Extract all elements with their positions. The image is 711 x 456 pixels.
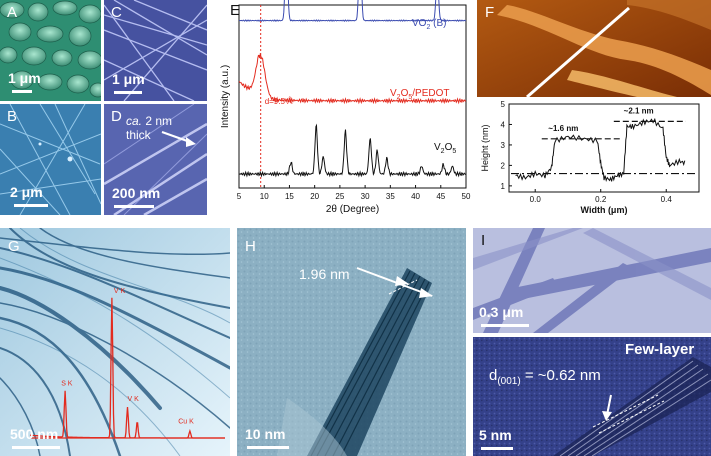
panel-i-d-value: = ~0.62 nm — [520, 367, 601, 384]
panel-f-label: F — [485, 4, 495, 21]
afm-y-axis-label: Height (nm) — [480, 124, 490, 171]
panel-f-svg: 0.0 0.2 0.4 1 2 3 4 5 Width (μm) Height (nm) ~1.6 … — [480, 100, 700, 215]
afm-height-trace — [515, 117, 686, 182]
panel-g-eds-spectrum: V K S K V K Cu K — [29, 288, 225, 439]
panel-e-label: E — [230, 2, 241, 19]
panel-h-spacing-label: 1.96 nm — [299, 266, 350, 282]
afm-x-tick-label: 0.4 — [661, 195, 673, 204]
xrd-plot-frame — [238, 4, 467, 189]
panel-d-tem-image: D ca. 2 nm thick 200 nm — [104, 104, 207, 215]
panel-b-scale-bar — [14, 204, 48, 207]
panel-i-tem-image: I 0.3 μm — [473, 228, 711, 333]
afm-step1-annotation: ~1.6 nm — [548, 124, 578, 133]
panel-i-top-scale-text: 0.3 μm — [479, 304, 524, 320]
panel-i-bottom-scale-text: 5 nm — [479, 427, 512, 443]
xrd-x-tick-label: 10 — [260, 192, 269, 201]
panel-a-label: A — [7, 4, 18, 21]
afm-step2-annotation: ~2.1 nm — [624, 106, 654, 115]
eds-peak-label: V K — [128, 396, 140, 403]
panel-d-arrow — [161, 131, 196, 147]
xrd-x-tick-label: 25 — [335, 192, 344, 201]
panel-i-few-layer-tag: Few-layer — [625, 341, 695, 358]
afm-y-tick-label: 5 — [501, 100, 506, 109]
panel-d-annotation: ca. 2 nm thick — [126, 114, 172, 142]
xrd-series-line — [238, 123, 467, 178]
afm-x-axis-label: Width (μm) — [581, 205, 628, 215]
panel-c-texture — [104, 0, 207, 101]
panel-h-scale-text: 10 nm — [245, 426, 286, 442]
panel-d-scale-bar — [114, 205, 154, 208]
afm-y-tick-label: 3 — [501, 141, 506, 150]
panel-b-label: B — [7, 108, 18, 125]
xrd-x-tick-label: 20 — [310, 192, 319, 201]
panel-i-top-scale-bar — [481, 324, 529, 327]
xrd-d-spacing-annotation: d=9.5 Å — [265, 97, 293, 106]
panel-c-sem-image: C 1 μm — [104, 0, 207, 101]
xrd-x-tick-label: 15 — [285, 192, 294, 201]
xrd-x-tick-label: 40 — [411, 192, 420, 201]
xrd-x-axis-label: 2θ (Degree) — [326, 204, 379, 215]
afm-plot-frame — [508, 103, 700, 193]
panel-i-bottom-scale-bar — [481, 447, 513, 450]
panel-g-scale-bar — [12, 446, 60, 449]
xrd-x-tick-label: 50 — [462, 192, 471, 201]
xrd-series-line — [238, 52, 467, 105]
eds-spectrum-line — [29, 297, 225, 439]
panel-d-annotation-thick: thick — [126, 128, 151, 142]
panel-e-xrd-chart: 5 10 15 20 25 30 35 40 45 50 2θ (Degree) Intensity … — [212, 0, 474, 216]
panel-i-bottom-texture — [473, 337, 711, 456]
panel-d-annotation-ca: ca. — [126, 114, 143, 128]
panel-g-texture — [0, 228, 230, 456]
panel-h-label: H — [245, 238, 256, 255]
panel-i-d-spacing-label: d(001) = ~0.62 nm — [489, 367, 601, 387]
panel-i-hrtem-image: Few-layer d(001) = ~0.62 nm 5 nm — [473, 337, 711, 456]
xrd-x-tick-label: 5 — [237, 192, 242, 201]
panel-c-scale-text: 1 μm — [112, 71, 145, 87]
panel-d-texture — [104, 104, 207, 215]
xrd-series-label-v2o5-pedot: V2O5/PEDOT — [390, 88, 450, 101]
panel-f-afm-texture — [477, 0, 711, 97]
panel-b-texture — [0, 104, 101, 215]
afm-y-tick-label: 4 — [501, 120, 506, 129]
panel-d-scale-text: 200 nm — [112, 185, 161, 201]
afm-y-tick-label: 1 — [501, 182, 506, 191]
panel-a-texture — [0, 0, 101, 101]
xrd-y-axis-label: Intensity (a.u.) — [220, 65, 231, 128]
panel-f-height-profile: 0.0 0.2 0.4 1 2 3 4 5 Width (μm) Height (nm) ~1.6 … — [477, 100, 711, 216]
panel-i-d-subscript: (001) — [497, 376, 521, 387]
panel-c-label: C — [111, 4, 122, 21]
panel-h-scale-bar — [247, 446, 289, 449]
panel-d-label: D — [111, 108, 122, 125]
xrd-series-label-vo2: VO2 (B) — [412, 18, 446, 31]
panel-g-scale-text: 500 nm — [10, 426, 59, 442]
panel-a-scale-bar — [12, 90, 32, 93]
xrd-x-tick-label: 30 — [361, 192, 370, 201]
panel-a-sem-image: A 1 μm — [0, 0, 101, 101]
eds-peak-label: V K — [114, 288, 126, 295]
afm-x-tick-label: 0.2 — [595, 195, 607, 204]
eds-peak-label: Cu K — [178, 418, 194, 425]
xrd-x-tick-label: 35 — [386, 192, 395, 201]
xrd-x-tick-label: 45 — [436, 192, 445, 201]
panel-b-scale-text: 2 μm — [10, 184, 43, 200]
panel-e-svg: 5 10 15 20 25 30 35 40 45 50 2θ (Degree) Intensity … — [220, 0, 471, 215]
panel-i-top-texture — [473, 228, 711, 333]
panel-a-scale-text: 1 μm — [8, 70, 41, 86]
panel-h-hrtem-image: H 1.96 nm 10 nm — [237, 228, 466, 456]
afm-x-tick-label: 0.0 — [530, 195, 542, 204]
panel-d-annotation-thickness: 2 nm — [142, 114, 173, 128]
panel-g-tem-image: V K S K V K Cu K G 500 nm — [0, 228, 230, 456]
afm-y-tick-label: 2 — [501, 161, 506, 170]
panel-g-label: G — [8, 238, 20, 255]
panel-f-afm-image: F — [477, 0, 711, 97]
panel-c-scale-bar — [114, 91, 142, 94]
eds-peak-label: S K — [61, 381, 73, 388]
panel-b-sem-image: B 2 μm — [0, 104, 101, 215]
panel-h-texture — [237, 228, 466, 456]
panel-i-label: I — [481, 232, 486, 249]
xrd-series-line — [238, 0, 467, 22]
xrd-series-label-v2o5: V2O5 — [434, 142, 456, 155]
panel-i-d-symbol: d — [489, 367, 498, 384]
